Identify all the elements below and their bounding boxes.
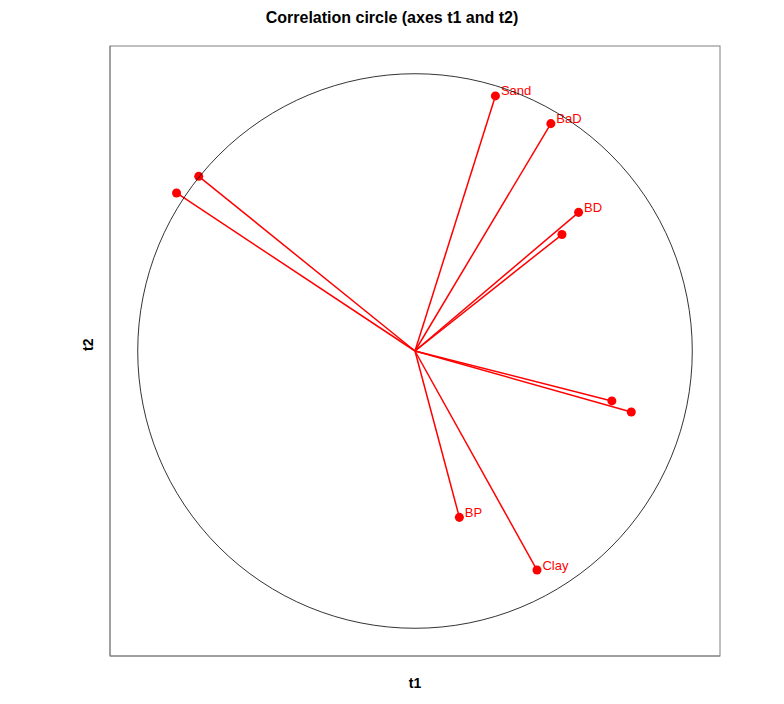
svg-text:BP: BP: [465, 505, 482, 520]
svg-text:Sand: Sand: [501, 83, 531, 98]
html-text:Correlation circle (axes t1 an: Correlation circle (axes t1 and t2): [265, 9, 519, 26]
svg-text:t1: t1: [409, 675, 422, 691]
svg-text:BaD: BaD: [556, 111, 581, 126]
svg-text:BD: BD: [584, 200, 602, 215]
svg-text:t2: t2: [80, 338, 96, 351]
svg-text:Clay: Clay: [542, 558, 569, 573]
